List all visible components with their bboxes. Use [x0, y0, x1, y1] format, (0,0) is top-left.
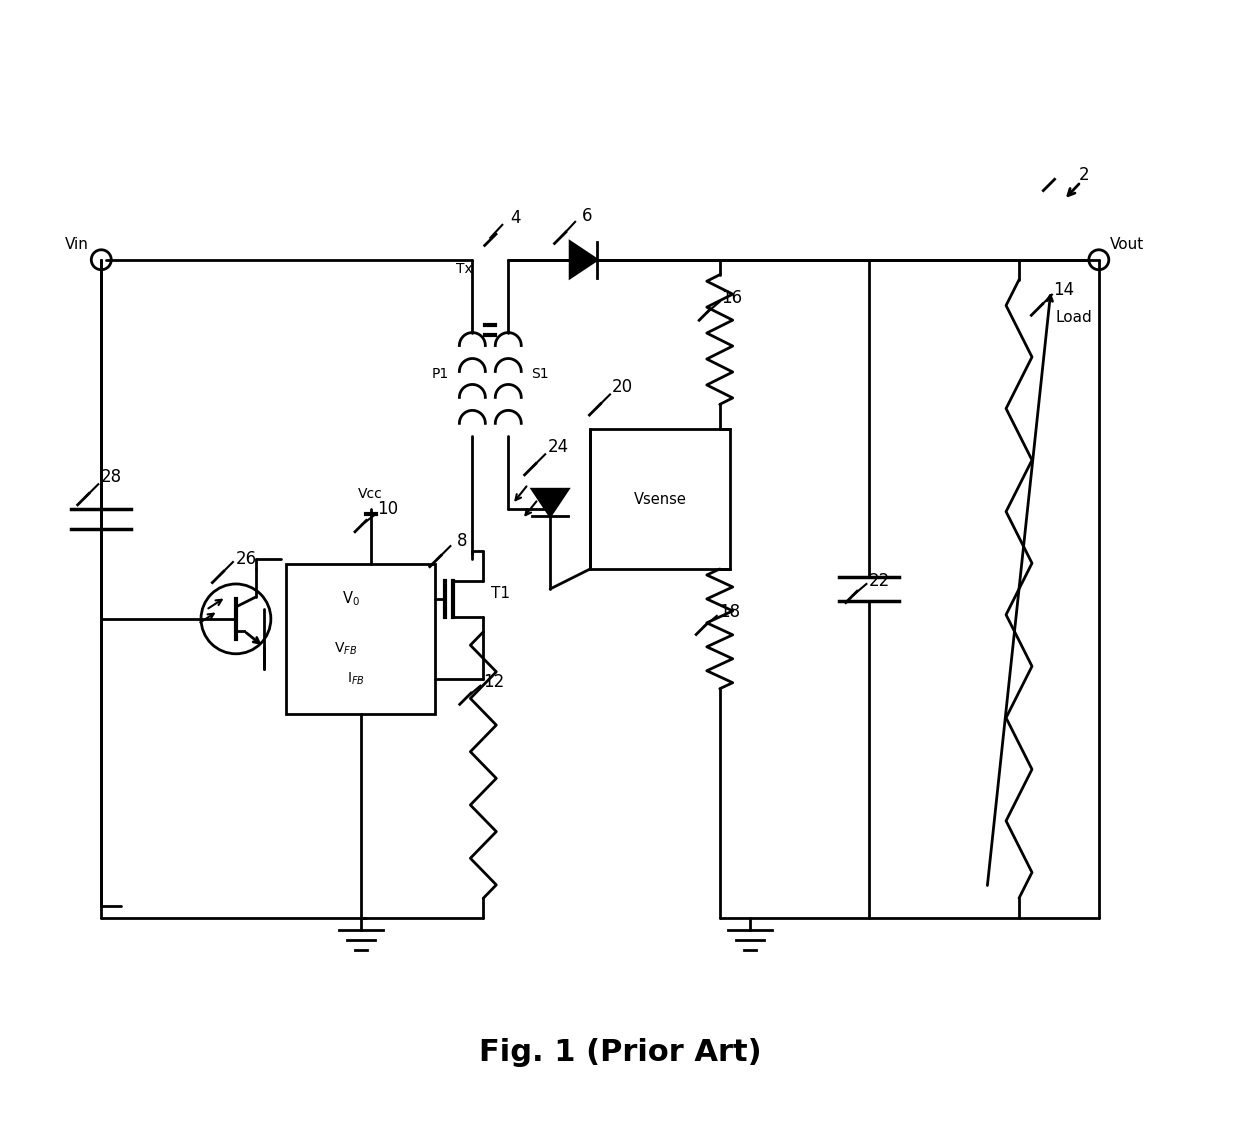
Text: Vin: Vin: [64, 237, 88, 253]
Text: 4: 4: [510, 208, 521, 227]
Text: V$_{FB}$: V$_{FB}$: [334, 640, 357, 657]
Text: 20: 20: [611, 378, 632, 396]
Text: Load: Load: [1055, 310, 1092, 325]
Text: 10: 10: [377, 500, 398, 518]
Text: Vout: Vout: [1110, 237, 1143, 253]
Text: Vsense: Vsense: [634, 492, 686, 507]
Text: P1: P1: [432, 368, 449, 382]
Text: Fig. 1 (Prior Art): Fig. 1 (Prior Art): [479, 1039, 761, 1067]
Text: 8: 8: [458, 532, 467, 550]
Text: T1: T1: [491, 587, 510, 601]
Text: 18: 18: [719, 603, 740, 621]
Bar: [285, 564, 435, 714]
Bar: [590, 429, 729, 570]
Text: 22: 22: [869, 572, 890, 590]
Text: S1: S1: [532, 368, 549, 382]
Text: Vcc: Vcc: [358, 487, 383, 501]
Text: V$_0$: V$_0$: [342, 590, 360, 608]
Text: 26: 26: [236, 550, 257, 568]
Text: 24: 24: [548, 439, 569, 457]
Text: I$_{FB}$: I$_{FB}$: [347, 671, 365, 687]
Polygon shape: [532, 489, 568, 516]
Text: 28: 28: [100, 468, 122, 486]
Text: 16: 16: [722, 288, 743, 306]
Text: 14: 14: [1053, 280, 1075, 298]
Text: 6: 6: [582, 207, 593, 224]
Polygon shape: [570, 241, 596, 278]
Text: 12: 12: [482, 673, 503, 690]
Text: Tx: Tx: [455, 262, 472, 276]
Text: 2: 2: [1079, 166, 1089, 185]
